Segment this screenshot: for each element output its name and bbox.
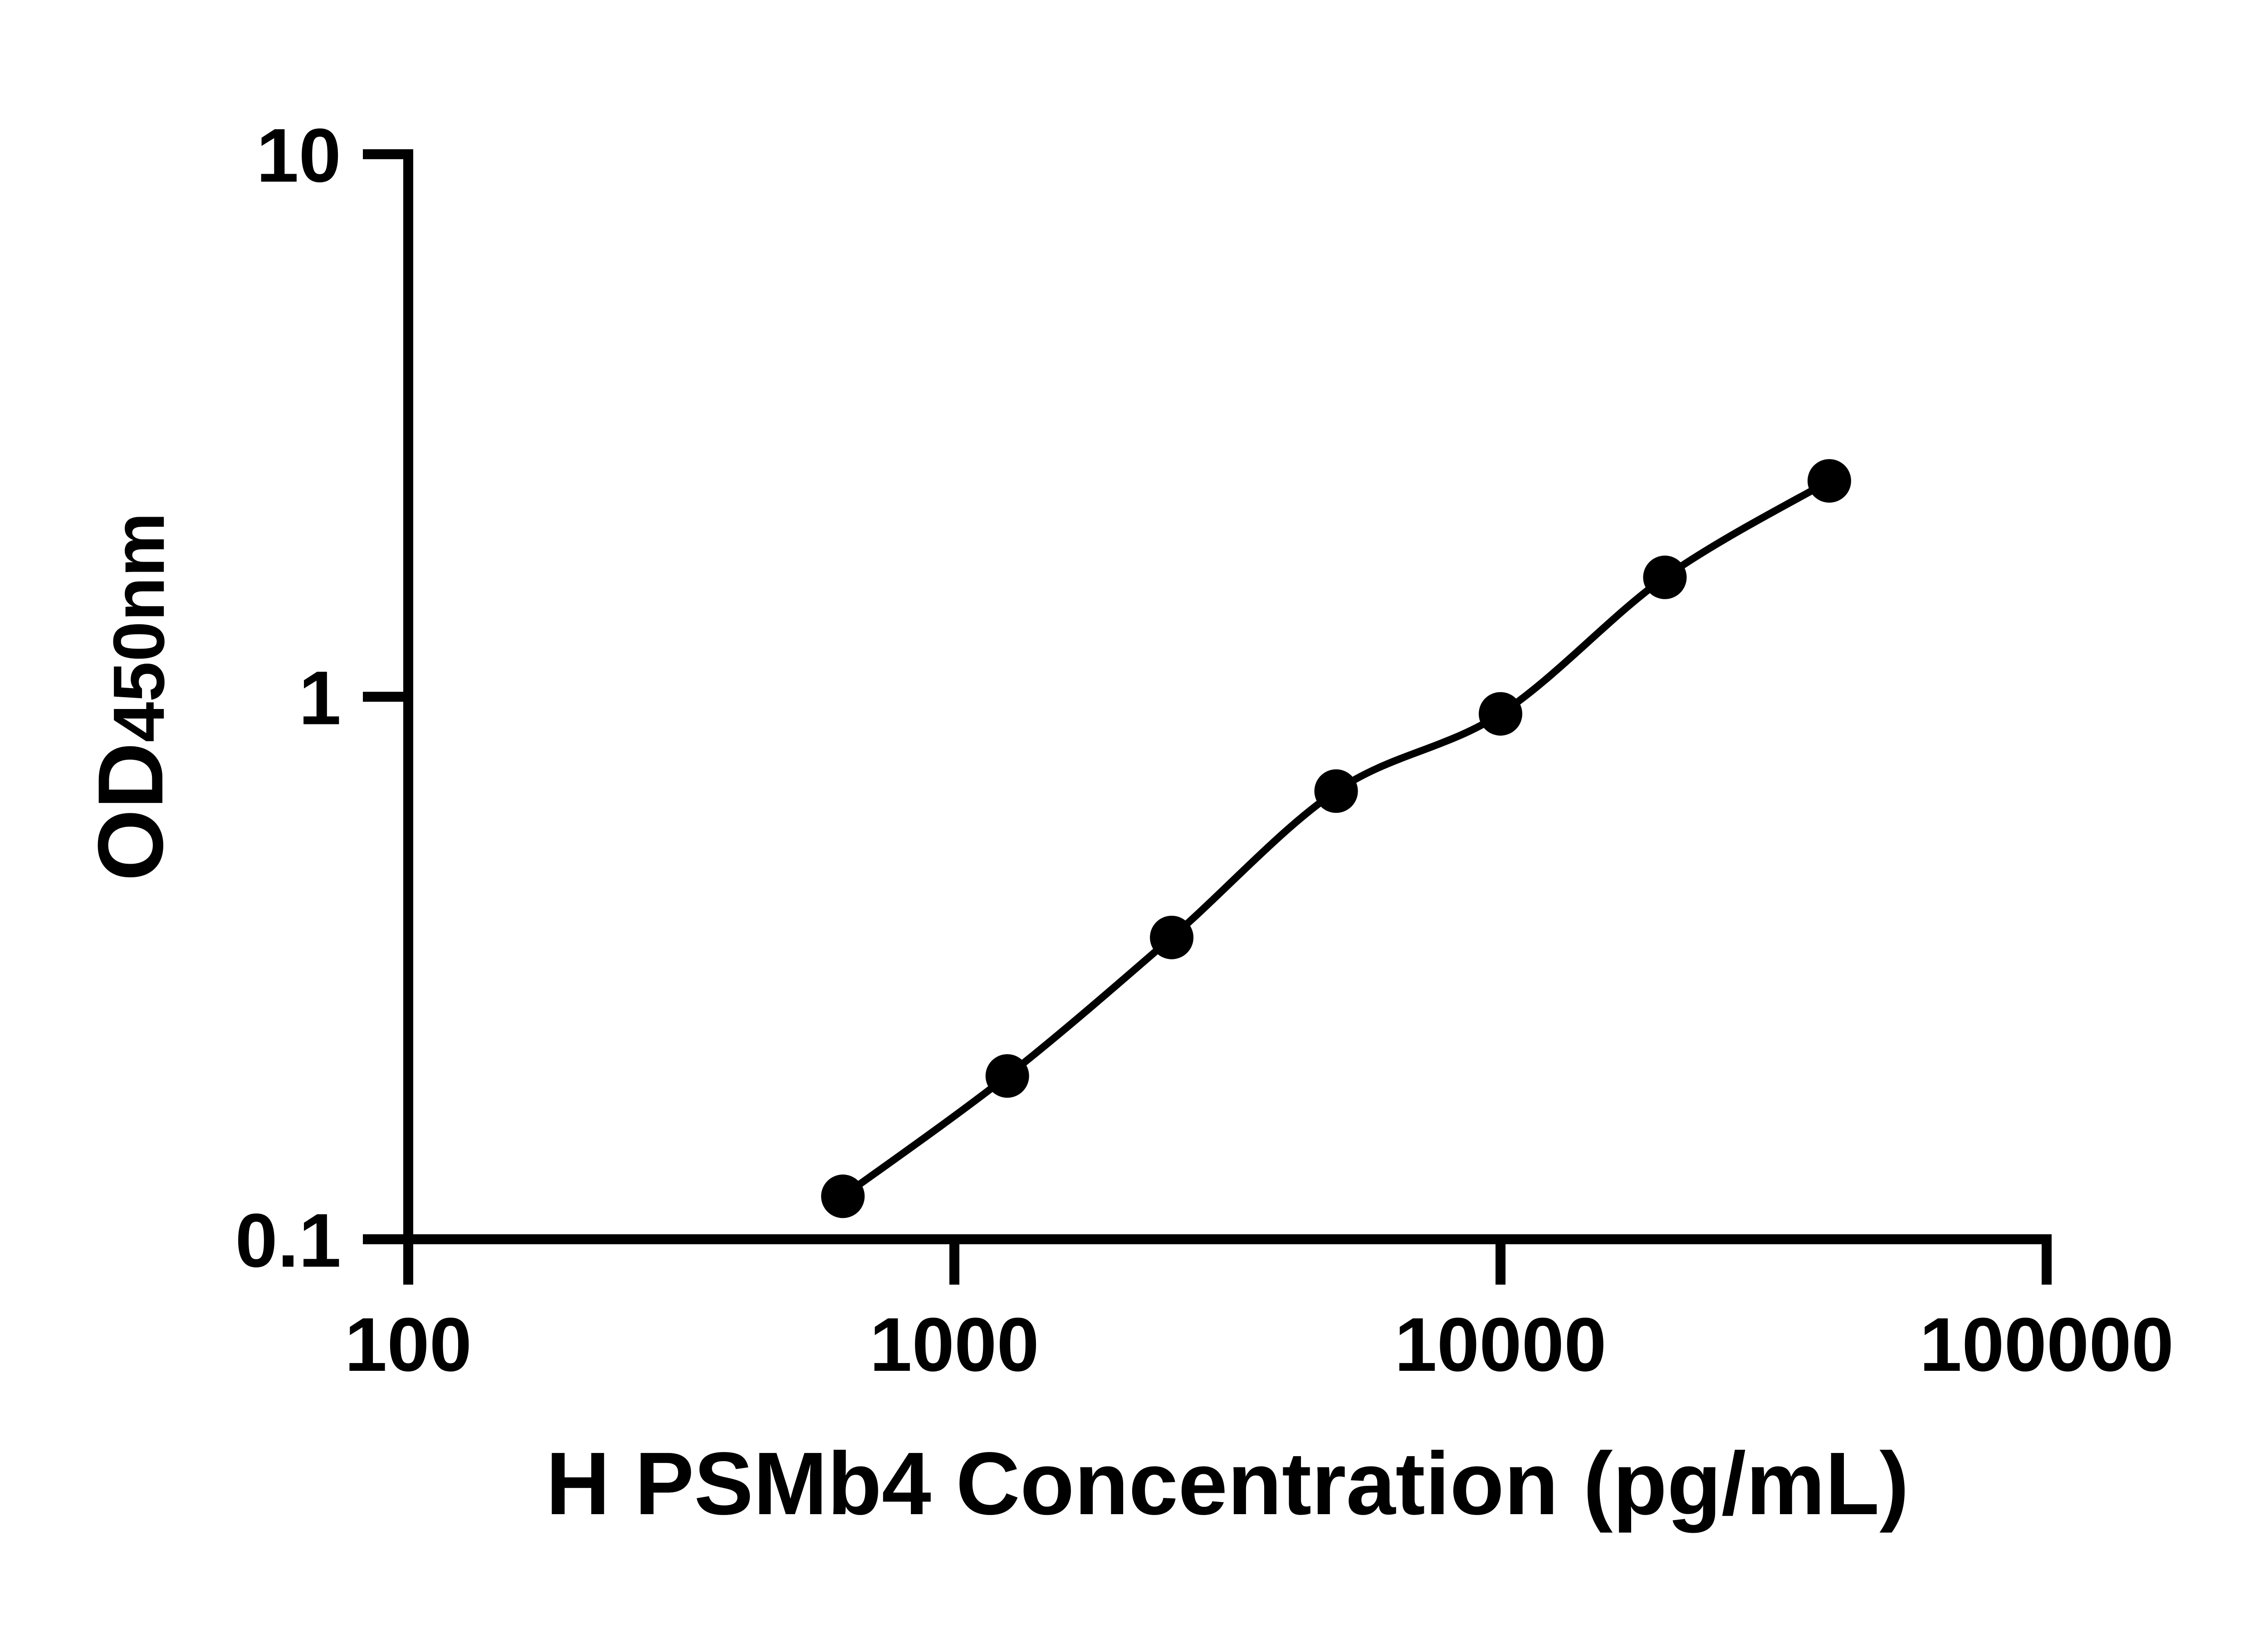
data-point-625 [821, 1174, 865, 1218]
y-axis-title-base: OD [79, 742, 182, 881]
x-tick-label-100: 100 [345, 1302, 472, 1387]
data-point-2500 [1150, 915, 1194, 959]
y-axis-title-subscript: 450nm [98, 512, 180, 743]
y-tick-label-1: 1 [299, 655, 341, 740]
data-point-10000 [1479, 692, 1522, 736]
y-tick-label-10: 10 [256, 112, 341, 198]
data-point-5000 [1314, 769, 1358, 813]
x-tick-label-100000: 100000 [1920, 1302, 2174, 1387]
y-axis-title: OD450nm [79, 512, 182, 881]
data-point-20000 [1643, 555, 1687, 599]
x-tick-label-1000: 1000 [870, 1302, 1039, 1387]
data-point-40000 [1807, 459, 1851, 503]
data-point-1250 [985, 1054, 1029, 1098]
y-tick-label-0.1: 0.1 [235, 1198, 341, 1283]
x-tick-label-10000: 10000 [1394, 1302, 1606, 1387]
x-axis-title: H PSMb4 Concentration (pg/mL) [546, 1434, 1909, 1533]
